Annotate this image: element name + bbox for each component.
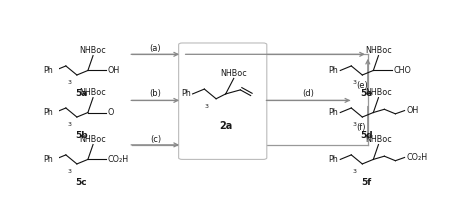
Text: NHBoc: NHBoc bbox=[365, 88, 392, 97]
Text: NHBoc: NHBoc bbox=[80, 46, 107, 55]
Text: CO₂H: CO₂H bbox=[108, 155, 129, 164]
Text: 3: 3 bbox=[205, 104, 209, 109]
Text: OH: OH bbox=[406, 106, 419, 116]
Text: (c): (c) bbox=[150, 135, 161, 144]
Text: NHBoc: NHBoc bbox=[80, 88, 107, 97]
Text: Ph: Ph bbox=[181, 89, 191, 98]
Text: (a): (a) bbox=[150, 44, 161, 53]
Text: 3: 3 bbox=[353, 122, 357, 127]
Text: Ph: Ph bbox=[328, 66, 338, 75]
Text: (d): (d) bbox=[302, 89, 314, 98]
Text: OH: OH bbox=[108, 66, 120, 75]
FancyBboxPatch shape bbox=[179, 43, 267, 159]
Text: 3: 3 bbox=[67, 122, 72, 127]
Text: CO₂H: CO₂H bbox=[406, 153, 428, 162]
Text: NHBoc: NHBoc bbox=[365, 135, 392, 144]
Text: (f): (f) bbox=[356, 123, 365, 132]
Text: 3: 3 bbox=[67, 169, 72, 174]
Text: NHBoc: NHBoc bbox=[80, 135, 107, 144]
Text: NHBoc: NHBoc bbox=[220, 69, 247, 78]
Text: 3: 3 bbox=[67, 80, 72, 85]
Text: CHO: CHO bbox=[393, 66, 411, 75]
Text: Ph: Ph bbox=[328, 108, 338, 117]
Text: 5a: 5a bbox=[75, 89, 88, 98]
Text: Ph: Ph bbox=[43, 155, 53, 164]
Text: 5f: 5f bbox=[362, 177, 372, 186]
Text: O: O bbox=[108, 108, 114, 117]
Text: 5c: 5c bbox=[75, 177, 87, 186]
Text: 5b: 5b bbox=[75, 131, 88, 140]
Text: Ph: Ph bbox=[43, 108, 53, 117]
Text: NHBoc: NHBoc bbox=[365, 46, 392, 55]
Text: (e): (e) bbox=[356, 81, 368, 90]
Text: Ph: Ph bbox=[43, 66, 53, 75]
Text: 3: 3 bbox=[353, 80, 357, 85]
Text: 5d: 5d bbox=[360, 131, 373, 140]
Text: (b): (b) bbox=[150, 89, 162, 98]
Text: 5e: 5e bbox=[361, 89, 373, 98]
Text: 3: 3 bbox=[353, 169, 357, 174]
Text: 2a: 2a bbox=[219, 121, 232, 131]
Text: Ph: Ph bbox=[328, 155, 338, 164]
